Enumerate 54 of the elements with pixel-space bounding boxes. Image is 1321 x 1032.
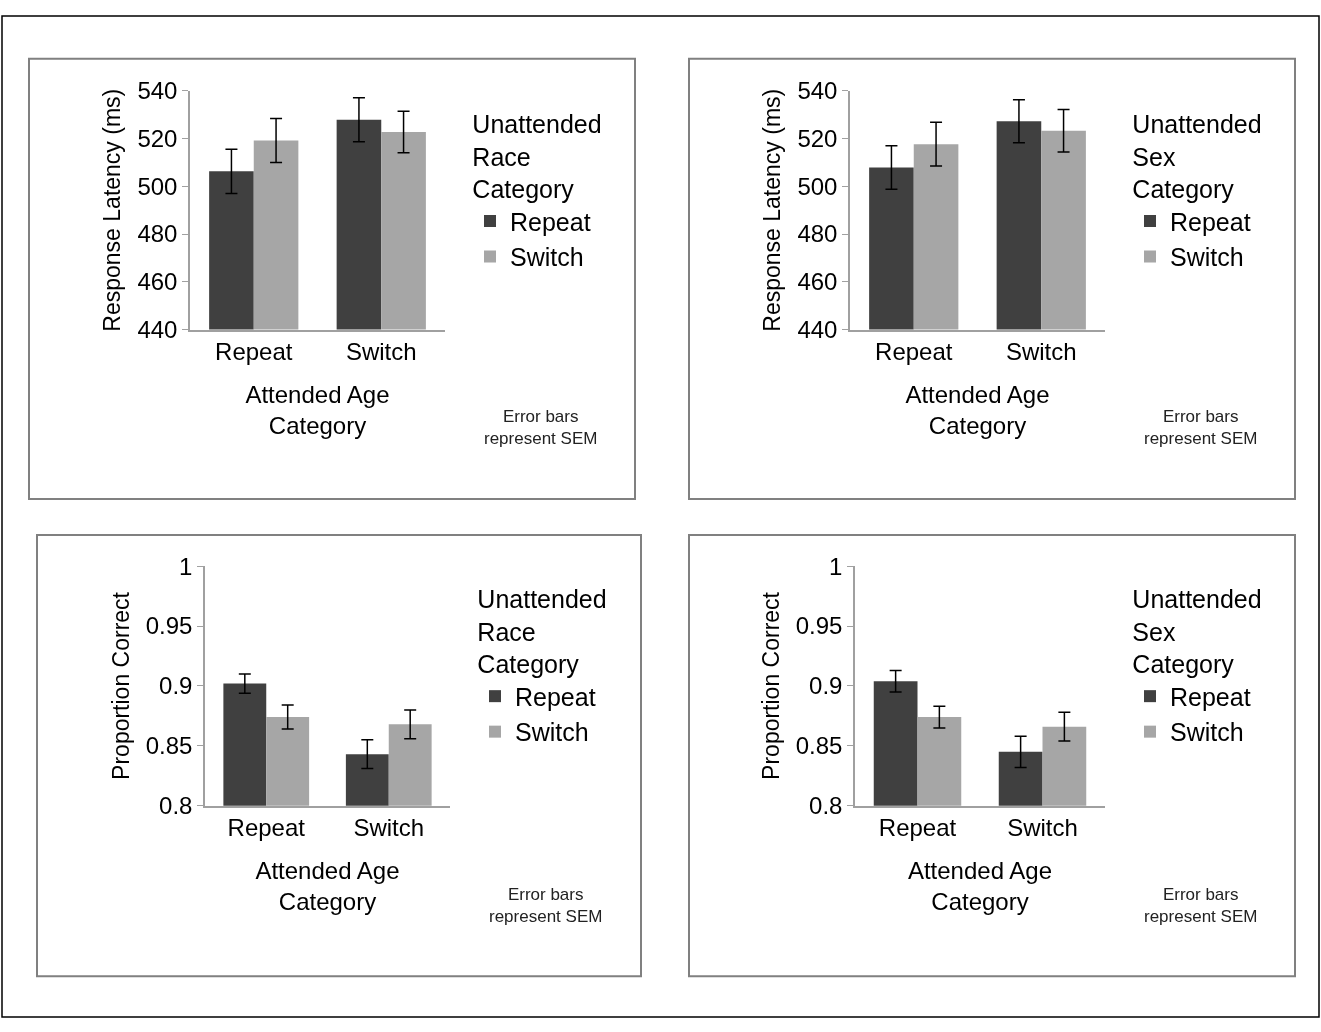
y-tick-label: 0.95 [145,612,193,640]
y-tick-label: 520 [137,125,178,153]
text: Error bars represent SEM [1144,407,1258,449]
y-tick-label: 520 [797,125,838,153]
y-tick-label: 0.8 [159,792,193,820]
legend-label: Repeat [1170,207,1251,236]
legend-title: Unattended Sex Category [1132,110,1262,204]
legend-label: Switch [1170,243,1244,272]
x-tick-label: Repeat [215,338,293,366]
legend-label: Repeat [510,207,591,236]
y-tick-label: 440 [797,315,838,343]
legend-title: Unattended Race Category [472,110,602,204]
y-tick-label: 1 [179,552,193,580]
y-tick-label: 480 [797,220,838,248]
y-tick-label: 500 [137,172,178,200]
x-tick-label: Repeat [227,814,306,842]
y-tick-label: 540 [797,77,838,105]
y-tick-label: 0.9 [159,672,193,700]
text: Error bars represent SEM [1144,885,1258,927]
y-tick-label: 1 [829,552,843,580]
y-tick-label: 440 [137,315,178,343]
y-tick-label: 0.85 [795,732,843,760]
legend-label: Switch [510,243,584,272]
x-axis-title: Attended Age Category [245,380,390,440]
x-tick-label: Switch [1005,338,1077,366]
y-tick-label: 0.95 [795,612,843,640]
x-tick-label: Switch [353,814,425,842]
y-axis-title: Response Latency (ms) [99,88,126,332]
y-axis-title: Proportion Correct [757,591,784,780]
x-axis-title: Attended Age Category [905,380,1050,440]
y-tick-label: 460 [797,268,838,296]
legend-title: Unattended Race Category [477,585,607,679]
x-axis-title: Attended Age Category [255,857,400,916]
y-tick-label: 500 [797,172,838,200]
legend-title: Unattended Sex Category [1132,585,1262,679]
x-tick-label: Repeat [878,814,957,842]
legend-label: Repeat [1170,682,1251,711]
y-axis-title: Response Latency (ms) [759,88,786,332]
x-tick-label: Switch [1007,814,1078,842]
y-tick-label: 0.8 [809,792,843,820]
y-tick-label: 0.9 [809,672,843,700]
legend-label: Switch [1170,718,1244,747]
x-tick-label: Switch [345,338,417,366]
y-axis-title: Proportion Correct [107,591,134,780]
x-tick-label: Repeat [875,338,953,366]
text: Error bars represent SEM [489,885,603,927]
legend-label: Switch [515,718,589,747]
x-axis-title: Attended Age Category [907,857,1053,916]
legend-label: Repeat [515,682,596,711]
y-tick-label: 480 [137,220,178,248]
y-tick-label: 540 [137,77,178,105]
text: Error bars represent SEM [484,407,598,449]
y-tick-label: 460 [137,268,178,296]
y-tick-label: 0.85 [145,732,193,760]
